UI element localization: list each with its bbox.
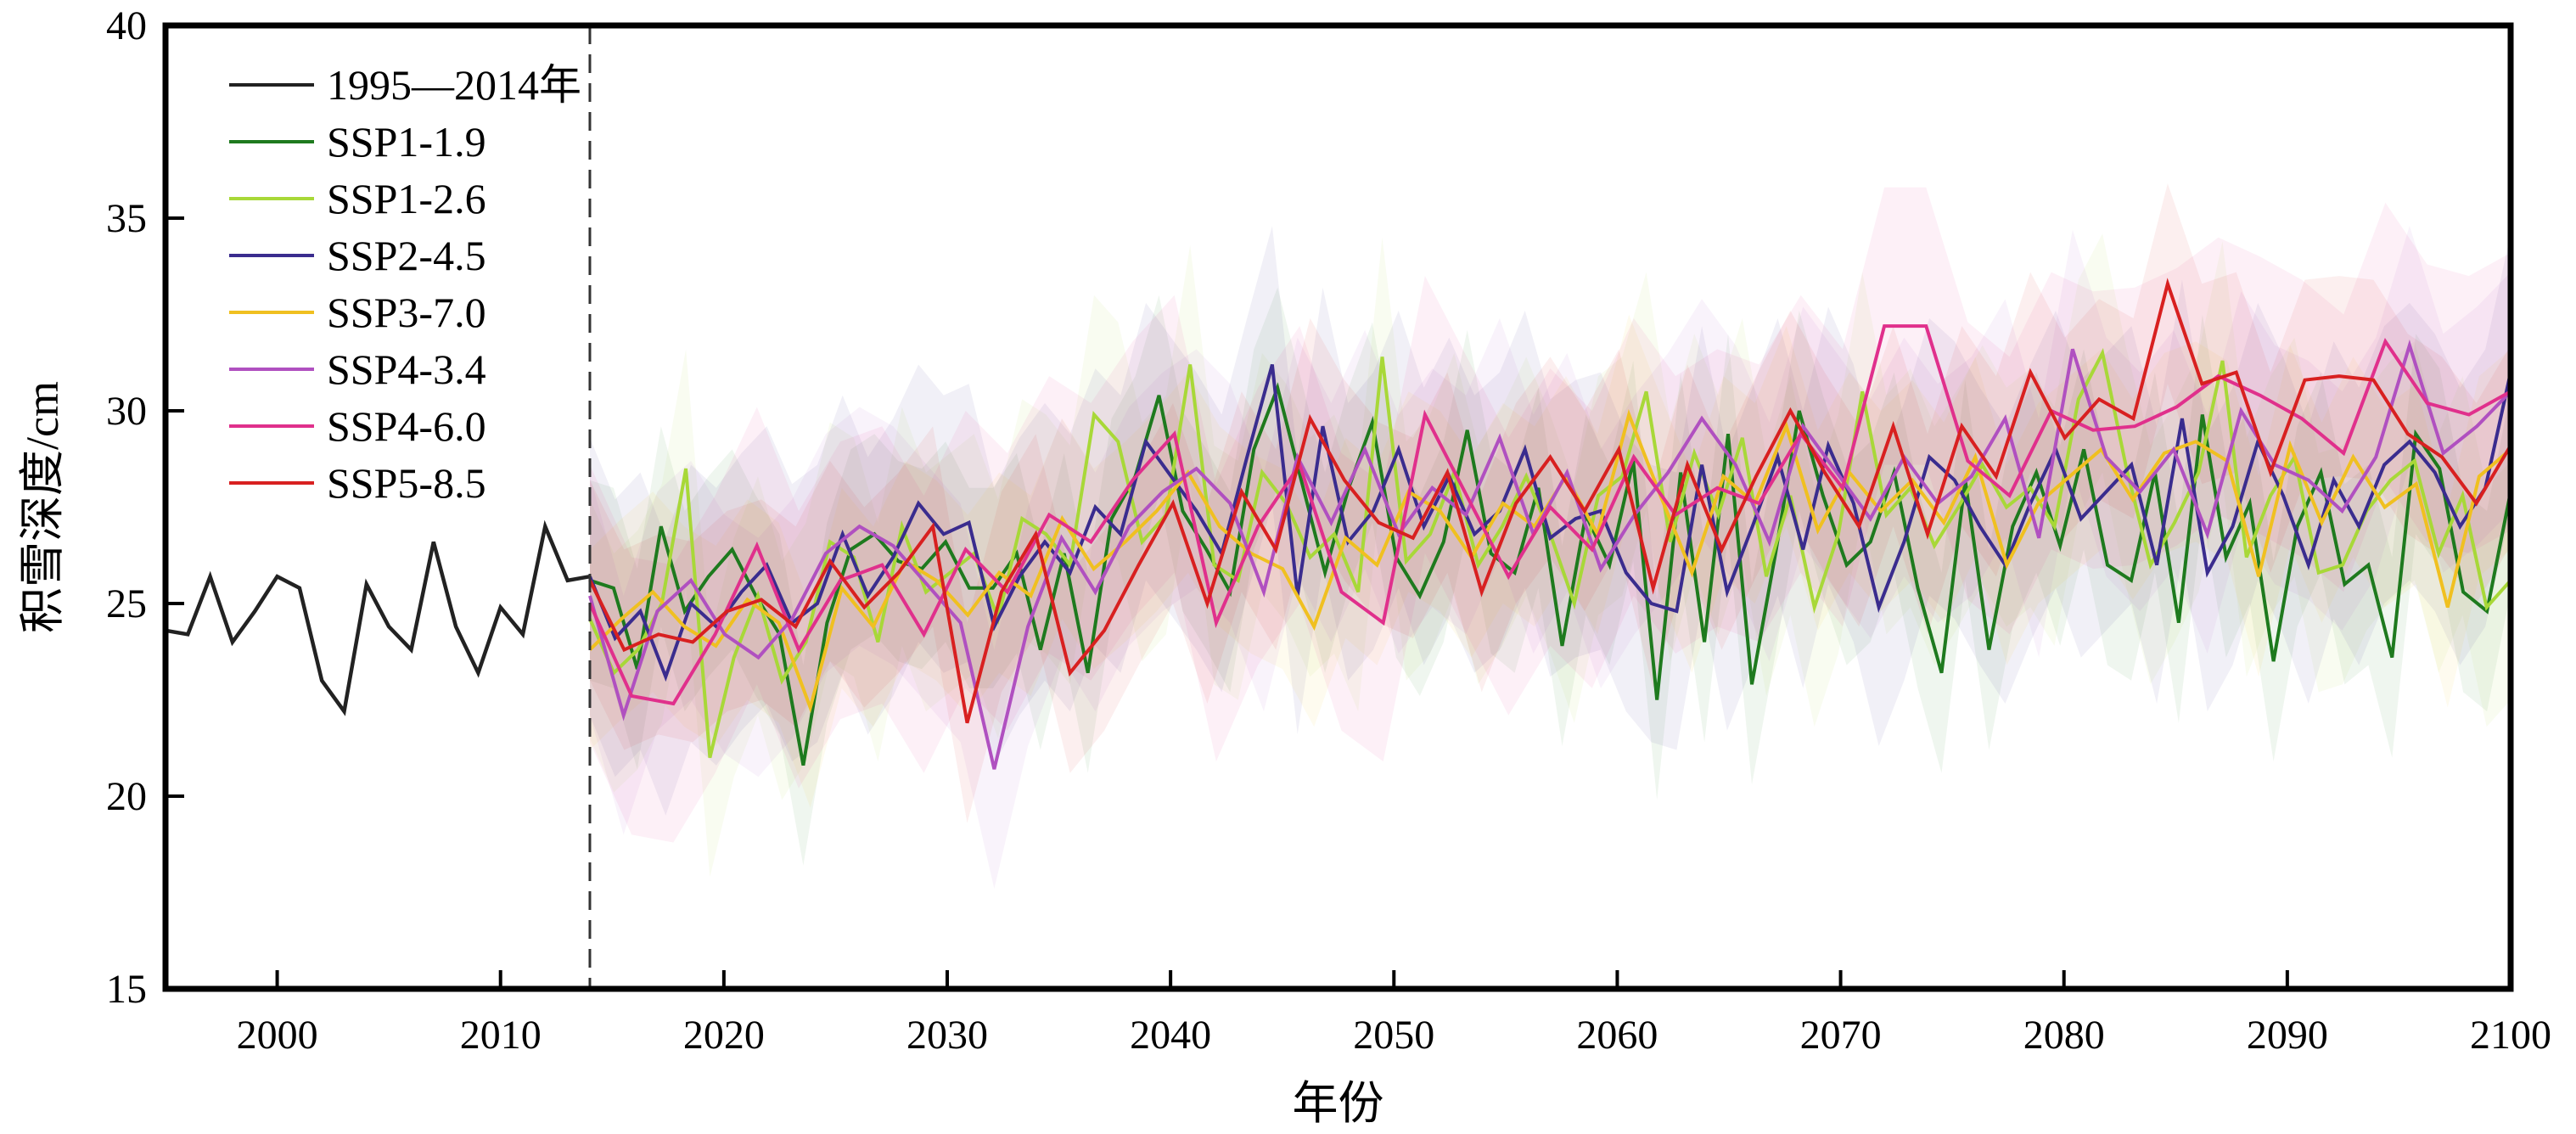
legend-label-ssp2-4-5: SSP2-4.5 bbox=[327, 232, 486, 279]
legend-label-ssp5-8-5: SSP5-8.5 bbox=[327, 459, 486, 507]
historical-line-group bbox=[165, 519, 591, 716]
x-tick-label-2070: 2070 bbox=[1800, 1013, 1882, 1058]
x-tick-label-2100: 2100 bbox=[2470, 1013, 2551, 1058]
line-ssp5-8-5 bbox=[588, 278, 2512, 724]
x-tick-label-2020: 2020 bbox=[683, 1013, 765, 1058]
x-tick-label-2090: 2090 bbox=[2247, 1013, 2328, 1058]
legend: 1995—2014年 SSP1-1.9 SSP1-2.6 SSP2-4.5 SSP3-7… bbox=[229, 61, 581, 507]
band-ssp1-2-6 bbox=[590, 233, 2511, 878]
x-tick-label-2030: 2030 bbox=[906, 1013, 988, 1058]
line-historical bbox=[165, 519, 591, 716]
legend-label-ssp4-3-4: SSP4-3.4 bbox=[327, 345, 486, 393]
x-axis-title: 年份 bbox=[1293, 1078, 1384, 1129]
x-tick-label-2010: 2010 bbox=[460, 1013, 542, 1058]
legend-label-ssp1-1-9: SSP1-1.9 bbox=[327, 118, 486, 166]
x-tick-label-2080: 2080 bbox=[2023, 1013, 2105, 1058]
y-tick-label-25: 25 bbox=[106, 581, 147, 626]
scenario-lines bbox=[588, 278, 2512, 770]
y-tick-label-40: 40 bbox=[106, 3, 147, 48]
line-ssp2-4-5 bbox=[588, 363, 2512, 682]
x-axis-ticks: 2000 2010 2020 2030 2040 2050 2060 2070 2080 2090… bbox=[237, 970, 2551, 1058]
x-tick-label-2040: 2040 bbox=[1130, 1013, 1211, 1058]
legend-label-1995-2014-: 1995—2014年 bbox=[327, 61, 581, 109]
line-ssp4-3-4 bbox=[588, 339, 2512, 770]
y-axis-title: 积雪深度/cm bbox=[17, 381, 68, 633]
legend-label-ssp3-7-0: SSP3-7.0 bbox=[327, 289, 486, 336]
y-tick-label-15: 15 bbox=[106, 967, 147, 1012]
legend-label-ssp1-2-6: SSP1-2.6 bbox=[327, 175, 486, 222]
y-tick-label-30: 30 bbox=[106, 389, 147, 434]
x-tick-label-2000: 2000 bbox=[237, 1013, 318, 1058]
line-ssp4-6-0 bbox=[588, 324, 2511, 706]
x-tick-label-2060: 2060 bbox=[1576, 1013, 1658, 1058]
legend-label-ssp4-6-0: SSP4-6.0 bbox=[327, 402, 486, 450]
band-ssp4-6-0 bbox=[590, 187, 2511, 843]
y-axis-ticks: 15 20 25 30 35 40 bbox=[106, 3, 184, 1012]
y-tick-label-20: 20 bbox=[106, 774, 147, 819]
plot-frame bbox=[162, 22, 2514, 992]
y-tick-label-35: 35 bbox=[106, 196, 147, 241]
x-tick-label-2050: 2050 bbox=[1353, 1013, 1434, 1058]
